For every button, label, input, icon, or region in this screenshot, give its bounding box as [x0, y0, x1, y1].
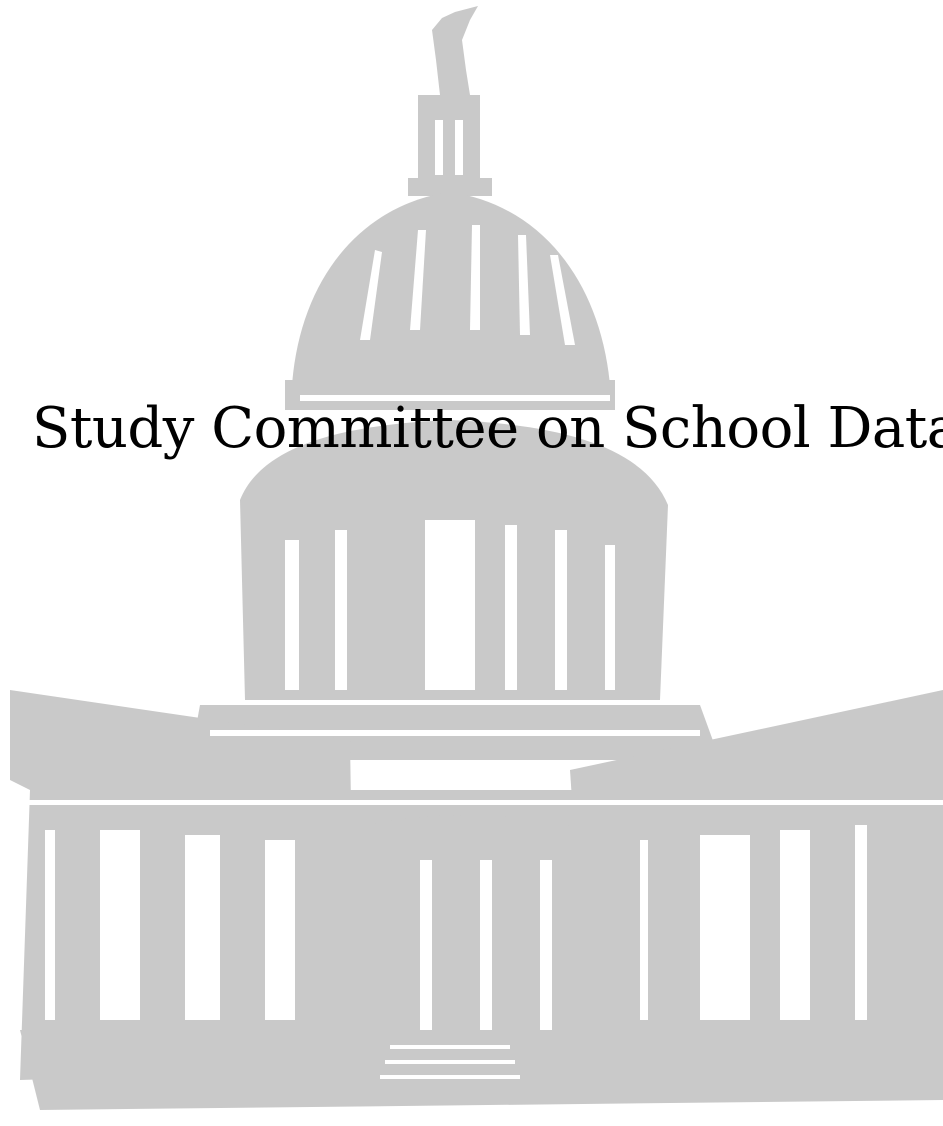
capitol-illustration: [0, 0, 943, 1126]
page: Study Committee on School Data (() => { …: [0, 0, 943, 1126]
cover-title: Study Committee on School Data: [32, 396, 943, 461]
